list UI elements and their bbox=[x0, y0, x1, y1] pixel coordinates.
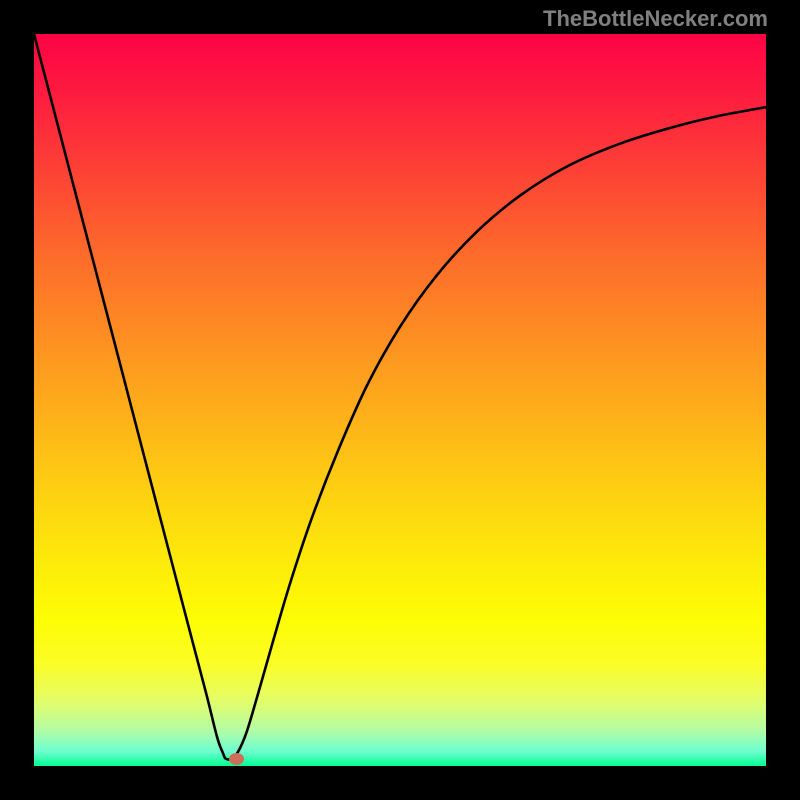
optimum-marker bbox=[229, 753, 244, 765]
bottleneck-curve bbox=[34, 34, 766, 766]
plot-area bbox=[34, 34, 766, 766]
curve-path bbox=[34, 34, 766, 759]
watermark-text: TheBottleNecker.com bbox=[543, 6, 768, 32]
